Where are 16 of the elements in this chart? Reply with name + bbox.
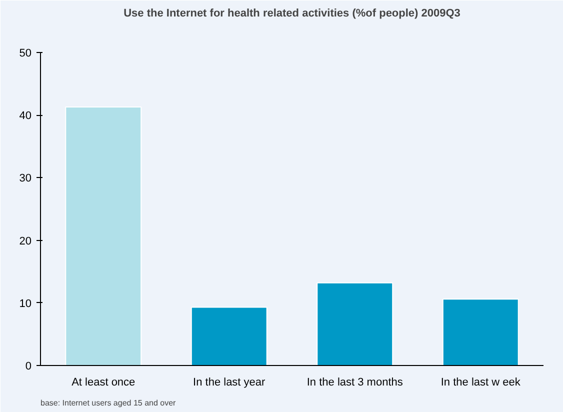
y-tick-label: 40	[19, 110, 32, 122]
chart-title: Use the Internet for health related activities (%of people) 2009Q3	[124, 8, 460, 20]
y-tick-label: 20	[19, 235, 32, 248]
x-tick-label: In the last 3 months	[306, 376, 404, 388]
bar	[316, 282, 394, 366]
y-tick-label: 0	[25, 360, 32, 372]
x-tick-label: At least once	[72, 376, 136, 388]
bar	[190, 306, 268, 366]
x-tick-label: In the last year	[193, 376, 266, 388]
bar	[442, 298, 519, 366]
y-tick-label: 50	[19, 48, 32, 60]
text: base: Internet users aged 15 and over	[40, 398, 176, 408]
y-tick-label: 10	[19, 298, 32, 310]
x-tick-label: In the last w eek	[440, 376, 521, 388]
y-tick-label: 30	[19, 172, 32, 185]
bar	[65, 106, 142, 366]
